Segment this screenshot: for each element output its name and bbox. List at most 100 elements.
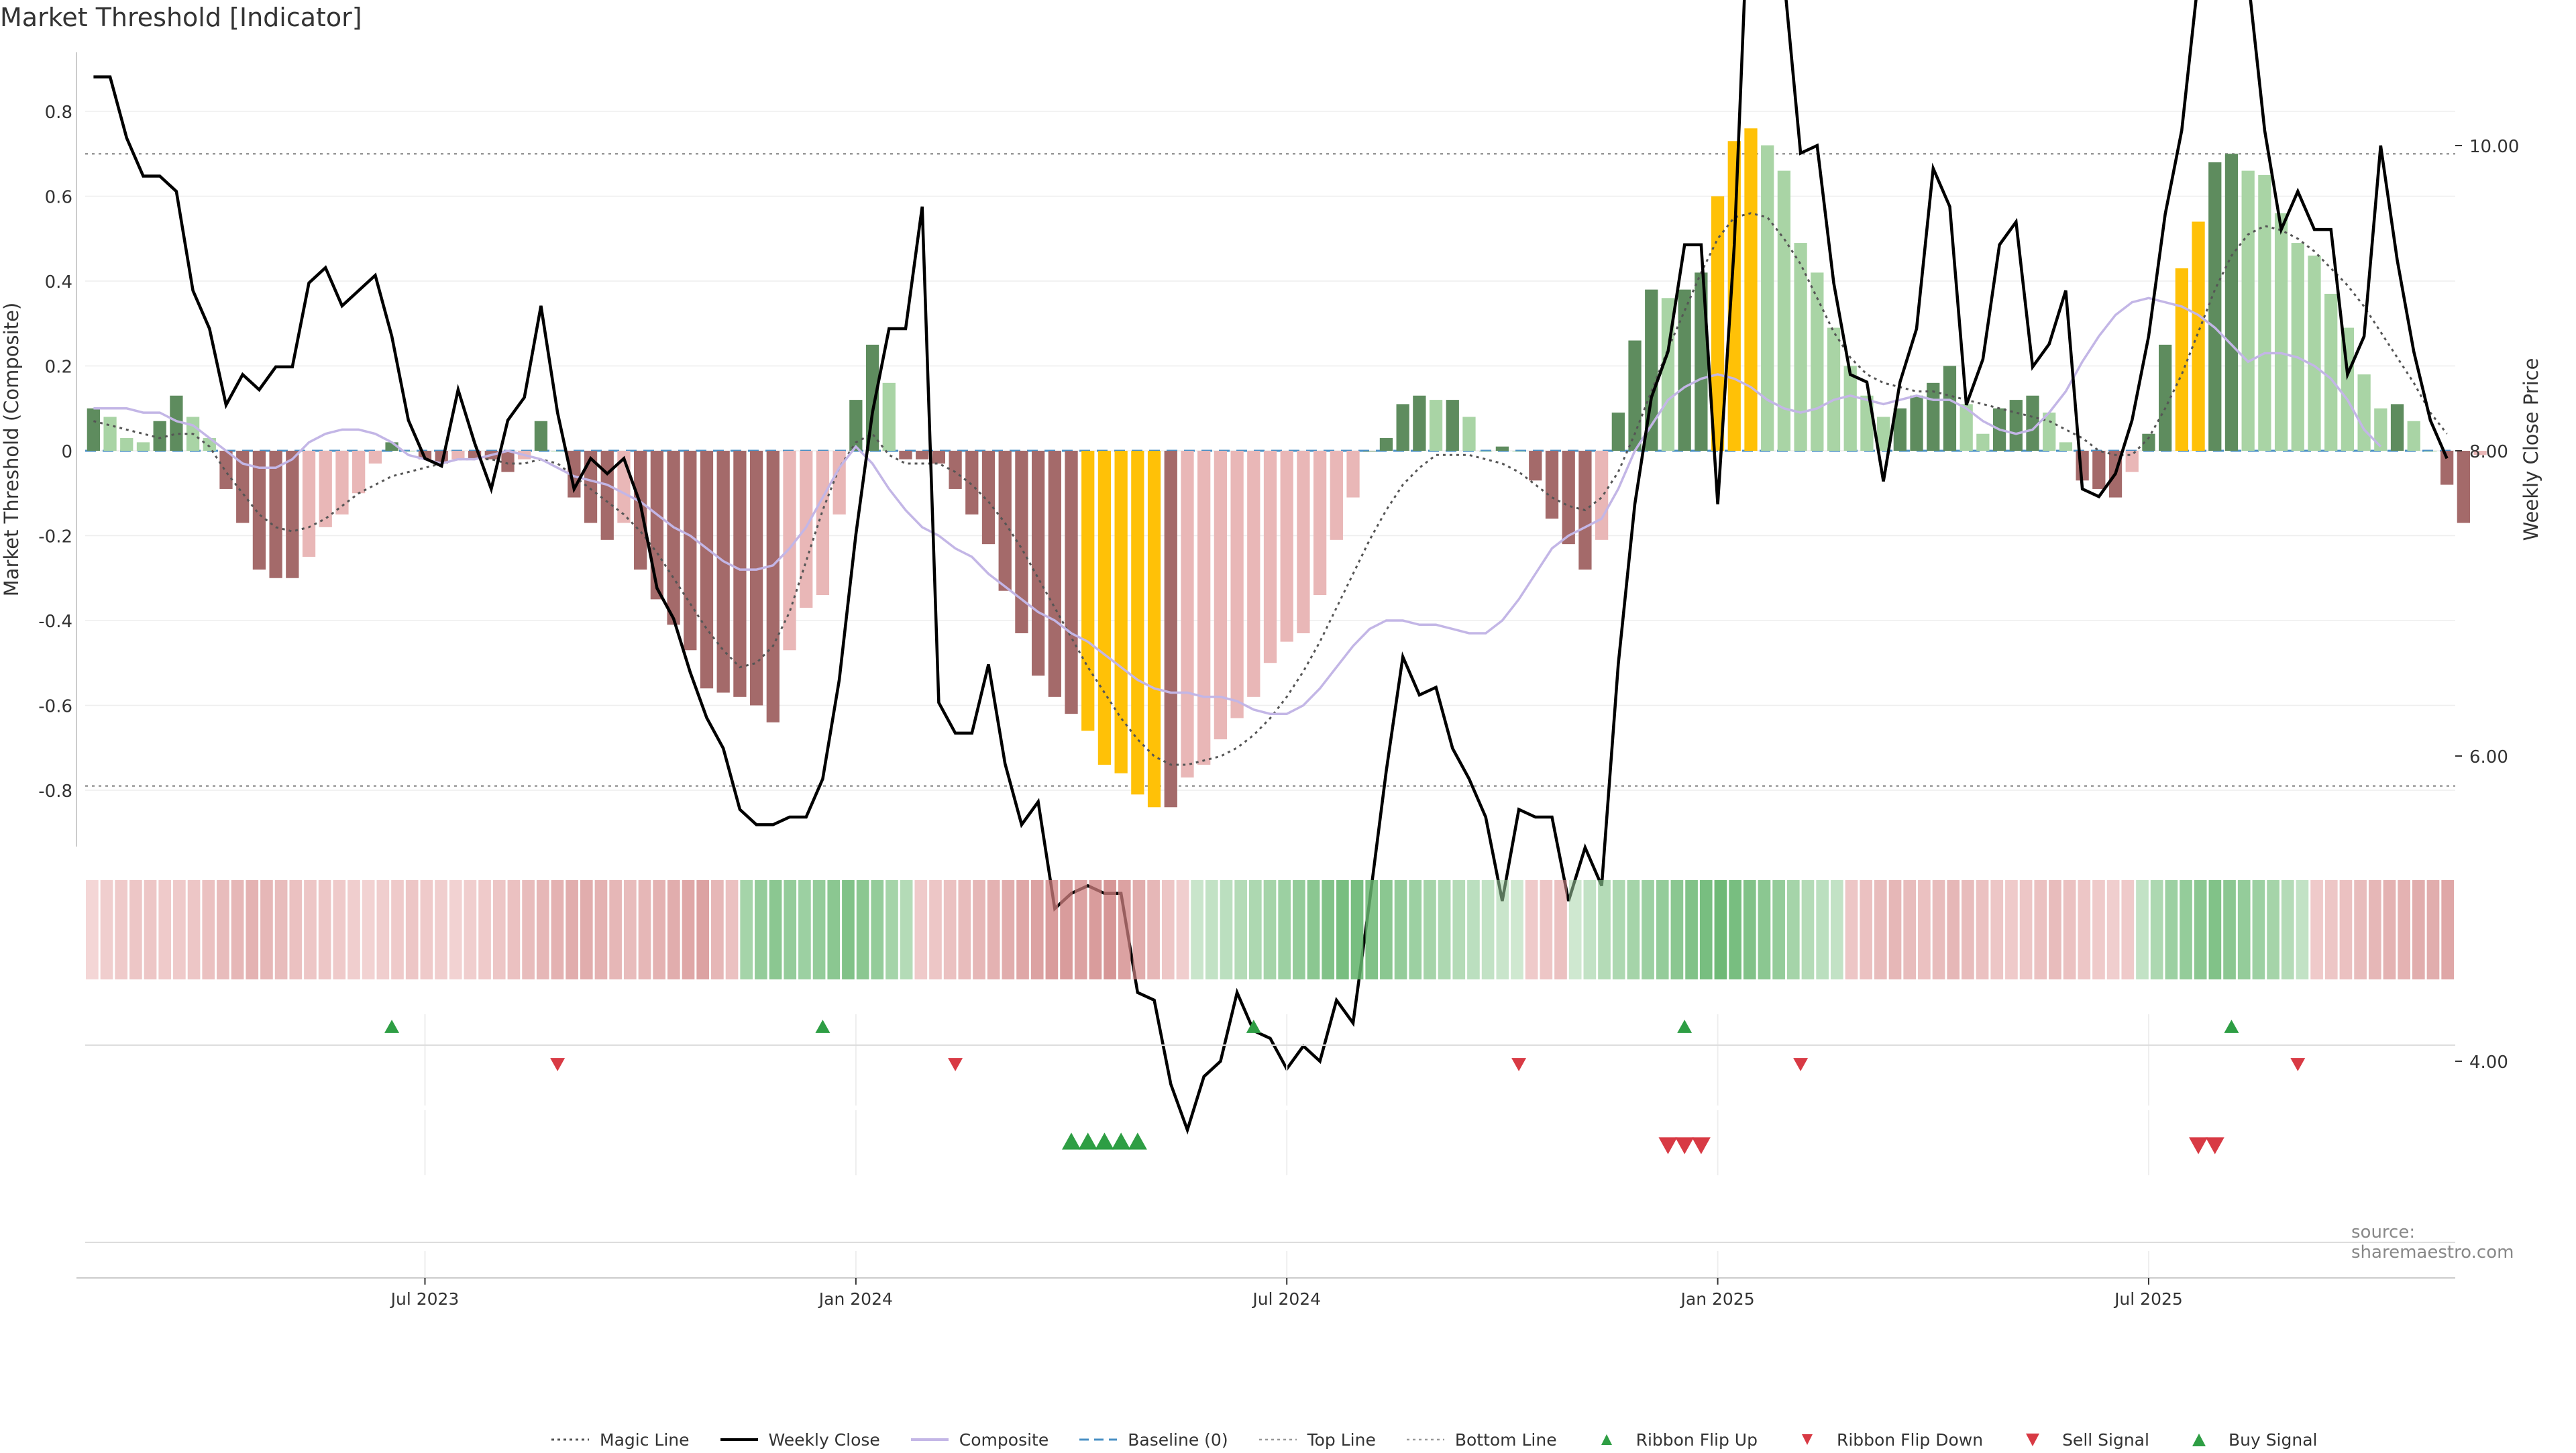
composite-bar — [335, 451, 349, 515]
ribbon-cell — [1627, 880, 1640, 979]
right-axis: 12.0010.008.006.004.00 — [2455, 137, 2519, 1073]
ribbon-cell — [492, 880, 506, 979]
composite-bar — [1595, 451, 1609, 540]
composite-bar — [352, 451, 366, 494]
ribbon-cell — [1074, 880, 1087, 979]
composite-bar — [1379, 438, 1393, 451]
ribbon-cell — [100, 880, 113, 979]
buy-signal-marker — [1062, 1132, 1081, 1150]
composite-bar — [650, 451, 664, 600]
ribbon-cell — [2237, 880, 2251, 979]
ribbon-cell — [1205, 880, 1218, 979]
ribbon-cell — [1336, 880, 1349, 979]
composite-bar — [1280, 451, 1293, 642]
ribbon-cell — [987, 880, 1000, 979]
composite-bar — [932, 451, 946, 464]
left-tick-label: -0.4 — [38, 612, 72, 632]
composite-bar — [1628, 340, 1642, 451]
ribbon-cell — [929, 880, 942, 979]
ribbon-cell — [1758, 880, 1771, 979]
ribbon-cell — [1220, 880, 1233, 979]
composite-bar — [684, 451, 697, 651]
ribbon-cell — [1845, 880, 1858, 979]
composite-bar — [1727, 141, 1741, 451]
x-axis: Jul 2023 Jan 2024 Jul 2024 Jan 2025 Jul 2025 — [76, 1251, 2455, 1309]
ribbon-cell — [1962, 880, 1974, 979]
ribbon-cell — [347, 880, 360, 979]
buy-signal-marker — [1095, 1132, 1114, 1150]
composite-bar — [766, 451, 780, 722]
ribbon-cell — [740, 880, 753, 979]
composite-bar — [1330, 451, 1343, 540]
composite-bar — [1843, 366, 1857, 451]
ribbon-cell — [1816, 880, 1829, 979]
ribbon-cell — [2194, 880, 2207, 979]
composite-bar — [1429, 400, 1443, 451]
ribbon-cell — [1918, 880, 1931, 979]
ribbon-cell — [217, 880, 229, 979]
ribbon-cell — [1176, 880, 1189, 979]
line-swatch-icon — [720, 1438, 758, 1441]
ribbon-cell — [2412, 880, 2425, 979]
ribbon-cell — [2049, 880, 2061, 979]
composite-bar — [1927, 382, 1940, 451]
ribbon-cell — [362, 880, 375, 979]
ribbon-cell — [1598, 880, 1611, 979]
ribbon-cell — [1568, 880, 1582, 979]
composite-bar — [1960, 404, 1973, 451]
sell-signal-marker — [1658, 1137, 1678, 1154]
composite-bar — [1263, 451, 1277, 663]
ribbon-cell — [623, 880, 637, 979]
weekly-close-line — [93, 0, 2449, 1135]
sell-signal-marker — [2205, 1137, 2224, 1154]
ribbon-cell — [1511, 880, 1523, 979]
ribbon-cell — [609, 880, 622, 979]
ribbon-cell — [1394, 880, 1407, 979]
composite-bar — [733, 451, 747, 697]
ribbon-flip-up-marker — [1246, 1020, 1261, 1033]
composite-bar — [1230, 451, 1244, 718]
ribbon-cell — [914, 880, 928, 979]
ribbon-cell — [566, 880, 578, 979]
composite-bar — [981, 451, 996, 545]
composite-bar — [1794, 243, 1807, 451]
ribbon-cell — [1583, 880, 1597, 979]
ribbon-cell — [2034, 880, 2047, 979]
composite-bar — [1065, 451, 1078, 714]
composite-bar — [1678, 289, 1691, 451]
composite-bar — [87, 408, 100, 451]
ribbon-cell — [260, 880, 273, 979]
ribbon-cell — [158, 880, 172, 979]
legend-item: Bottom Line — [1405, 1430, 1557, 1450]
left-tick-label: 0.4 — [45, 272, 72, 292]
legend-item: Buy Signal — [2179, 1430, 2318, 1450]
ribbon-cell — [231, 880, 244, 979]
ribbon-cell — [2136, 880, 2149, 979]
ribbon-cell — [1670, 880, 1684, 979]
ribbon-cell — [1642, 880, 1654, 979]
composite-bar — [2026, 395, 2039, 451]
ribbon-cell — [1976, 880, 1989, 979]
right-tick-label: 4.00 — [2469, 1053, 2508, 1073]
legend-item: Magic Line — [550, 1430, 690, 1450]
ribbon-cell — [522, 880, 535, 979]
ribbon-cell — [289, 880, 303, 979]
ribbon-cell — [2063, 880, 2076, 979]
ribbon-cell — [1452, 880, 1466, 979]
ribbon-cell — [1888, 880, 1902, 979]
composite-bar — [1015, 451, 1028, 633]
ribbon-cell — [1293, 880, 1305, 979]
triangle-up-icon — [1601, 1434, 1612, 1445]
ribbon-cell — [1525, 880, 1538, 979]
composite-bar — [2009, 400, 2023, 451]
composite-bar — [700, 451, 714, 689]
triangle-up-icon — [2192, 1434, 2206, 1446]
ribbon-cell — [1729, 880, 1741, 979]
composite-bar — [1131, 451, 1144, 795]
composite-bar — [1943, 366, 1957, 451]
composite-bar — [1827, 327, 1841, 451]
ribbon-cell — [1191, 880, 1203, 979]
composite-bar — [2175, 268, 2188, 451]
ribbon-cell — [1786, 880, 1800, 979]
